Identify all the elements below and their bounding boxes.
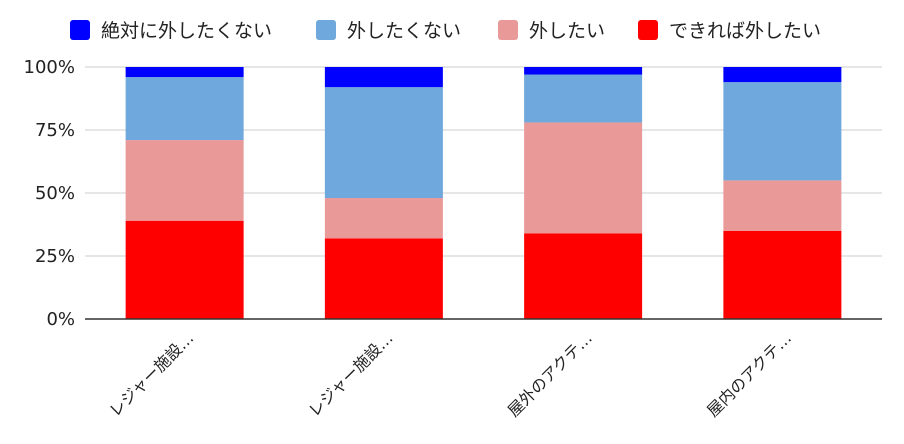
y-tick-label: 75% xyxy=(35,120,75,141)
bar-segment xyxy=(125,67,244,78)
bar-segment xyxy=(524,74,643,123)
legend-label: 外したい xyxy=(529,20,605,42)
bar-segment xyxy=(324,87,443,199)
bar-segment xyxy=(324,198,443,239)
bar-segment xyxy=(524,233,643,319)
bar-segment xyxy=(125,140,244,221)
bar-segment xyxy=(524,122,643,234)
y-tick-label: 0% xyxy=(46,309,75,330)
bar-segment xyxy=(324,238,443,319)
legend-label: 外したくない xyxy=(347,20,461,42)
legend-swatch xyxy=(70,20,90,40)
x-category-label: 屋内のアクテ… xyxy=(703,328,795,420)
bar-segment xyxy=(125,220,244,319)
legend: 絶対に外したくない 外したくない 外したい できれば外したい xyxy=(70,20,821,42)
legend-swatch xyxy=(638,20,658,40)
y-tick-label: 50% xyxy=(35,183,75,204)
x-category-label: レジャー施設… xyxy=(305,328,397,420)
y-axis-ticks: 0% 25% 50% 75% 100% xyxy=(24,57,75,330)
legend-swatch xyxy=(498,20,518,40)
bar-segment xyxy=(324,67,443,88)
bar-segment xyxy=(723,230,842,319)
y-tick-label: 100% xyxy=(24,57,75,78)
bars xyxy=(125,67,842,319)
legend-label: できれば外したい xyxy=(669,20,821,42)
bar-segment xyxy=(125,77,244,141)
x-category-label: 屋外のアクテ… xyxy=(504,328,596,420)
legend-label: 絶対に外したくない xyxy=(101,20,272,42)
bar-segment xyxy=(723,67,842,83)
bar-segment xyxy=(723,180,842,231)
bar-segment xyxy=(723,82,842,181)
bar-segment xyxy=(524,67,643,75)
y-tick-label: 25% xyxy=(35,246,75,267)
x-category-label: レジャー施設… xyxy=(105,328,197,420)
x-axis-labels: レジャー施設… レジャー施設… 屋外のアクテ… 屋内のアクテ… xyxy=(105,328,795,420)
legend-swatch xyxy=(316,20,336,40)
